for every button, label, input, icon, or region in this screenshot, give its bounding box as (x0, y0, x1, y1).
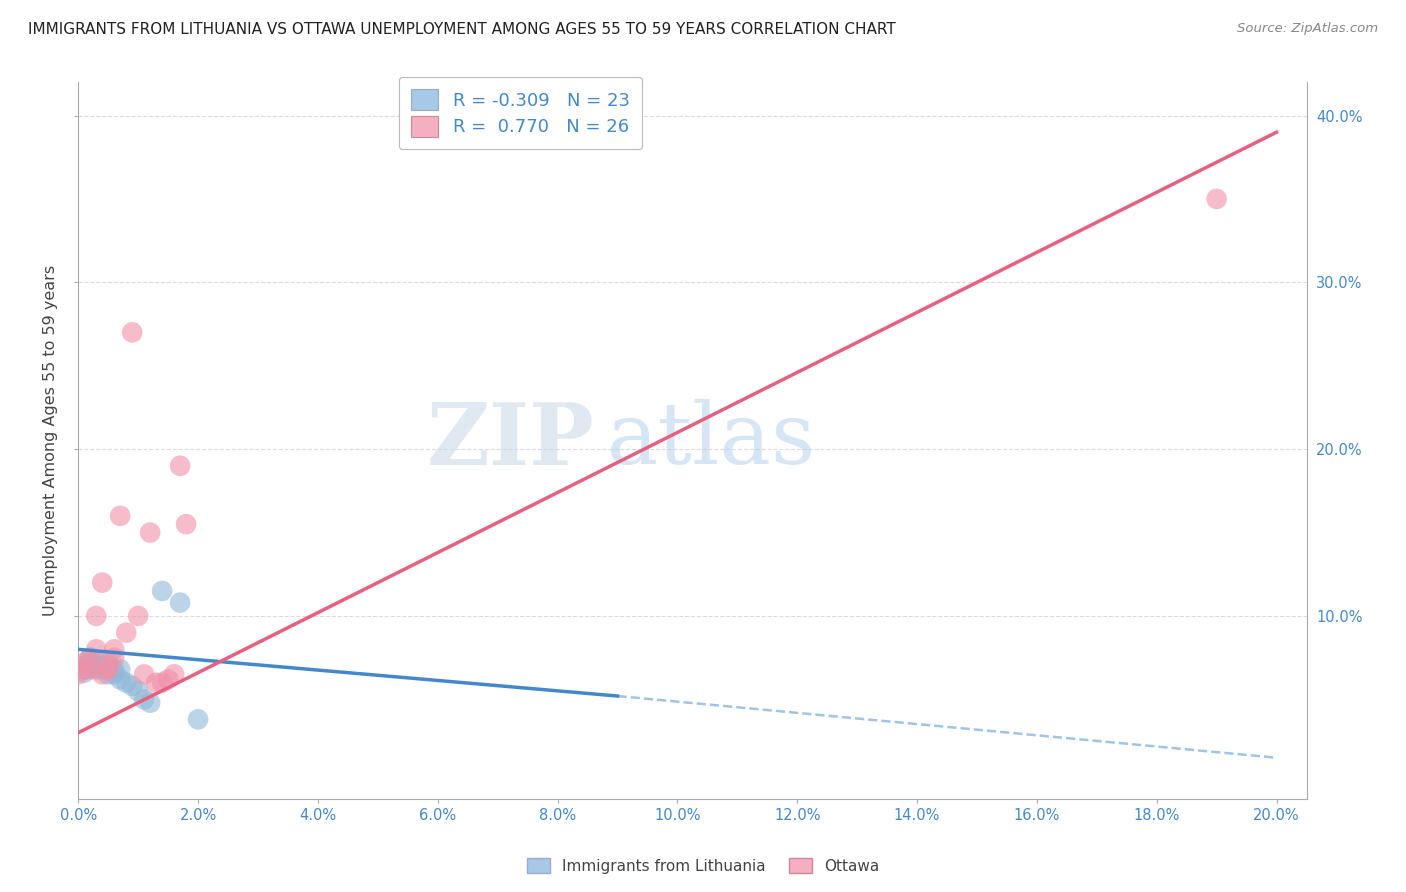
Point (103, 667, 125, 681)
Text: atlas: atlas (606, 400, 815, 483)
Point (134, 667, 156, 681)
Point (67, 667, 90, 681)
Point (67, 659, 90, 673)
Point (97, 662, 120, 676)
Legend: R = -0.309   N = 23, R =  0.770   N = 26: R = -0.309 N = 23, R = 0.770 N = 26 (398, 77, 643, 149)
Point (1205, 192, 1227, 206)
Point (103, 650, 125, 665)
Point (73, 662, 96, 676)
Point (97, 656, 120, 670)
Point (127, 609, 149, 624)
Point (157, 673, 180, 687)
Text: Source: ZipAtlas.com: Source: ZipAtlas.com (1237, 22, 1378, 36)
Point (91, 662, 114, 676)
Point (121, 326, 143, 340)
Point (97, 667, 120, 681)
Point (103, 642, 125, 657)
Point (115, 675, 138, 690)
Point (84, 654, 107, 668)
Point (84, 662, 107, 676)
Point (121, 679, 143, 693)
Point (139, 525, 162, 540)
Point (79, 662, 101, 676)
Legend: Immigrants from Lithuania, Ottawa: Immigrants from Lithuania, Ottawa (520, 852, 886, 880)
Point (73, 665, 96, 680)
Point (163, 667, 186, 681)
Point (108, 508, 131, 523)
Point (150, 583, 173, 598)
Point (84, 609, 107, 624)
Point (84, 642, 107, 657)
Point (79, 656, 101, 670)
Point (127, 684, 149, 698)
Point (97, 659, 120, 673)
Point (73, 656, 96, 670)
Point (139, 696, 162, 710)
Point (108, 662, 131, 676)
Point (187, 712, 209, 726)
Point (174, 517, 197, 532)
Point (150, 675, 173, 690)
Text: ZIP: ZIP (426, 399, 595, 483)
Point (134, 692, 156, 706)
Point (169, 596, 191, 610)
Point (108, 673, 131, 687)
Point (145, 675, 167, 690)
Point (91, 575, 114, 590)
Point (169, 458, 191, 473)
Point (91, 659, 114, 673)
Point (79, 650, 101, 665)
Point (91, 667, 114, 681)
Point (79, 650, 101, 665)
Y-axis label: Unemployment Among Ages 55 to 59 years: Unemployment Among Ages 55 to 59 years (44, 265, 58, 616)
Point (115, 625, 138, 640)
Text: IMMIGRANTS FROM LITHUANIA VS OTTAWA UNEMPLOYMENT AMONG AGES 55 TO 59 YEARS CORRE: IMMIGRANTS FROM LITHUANIA VS OTTAWA UNEM… (28, 22, 896, 37)
Point (103, 662, 125, 676)
Point (73, 662, 96, 676)
